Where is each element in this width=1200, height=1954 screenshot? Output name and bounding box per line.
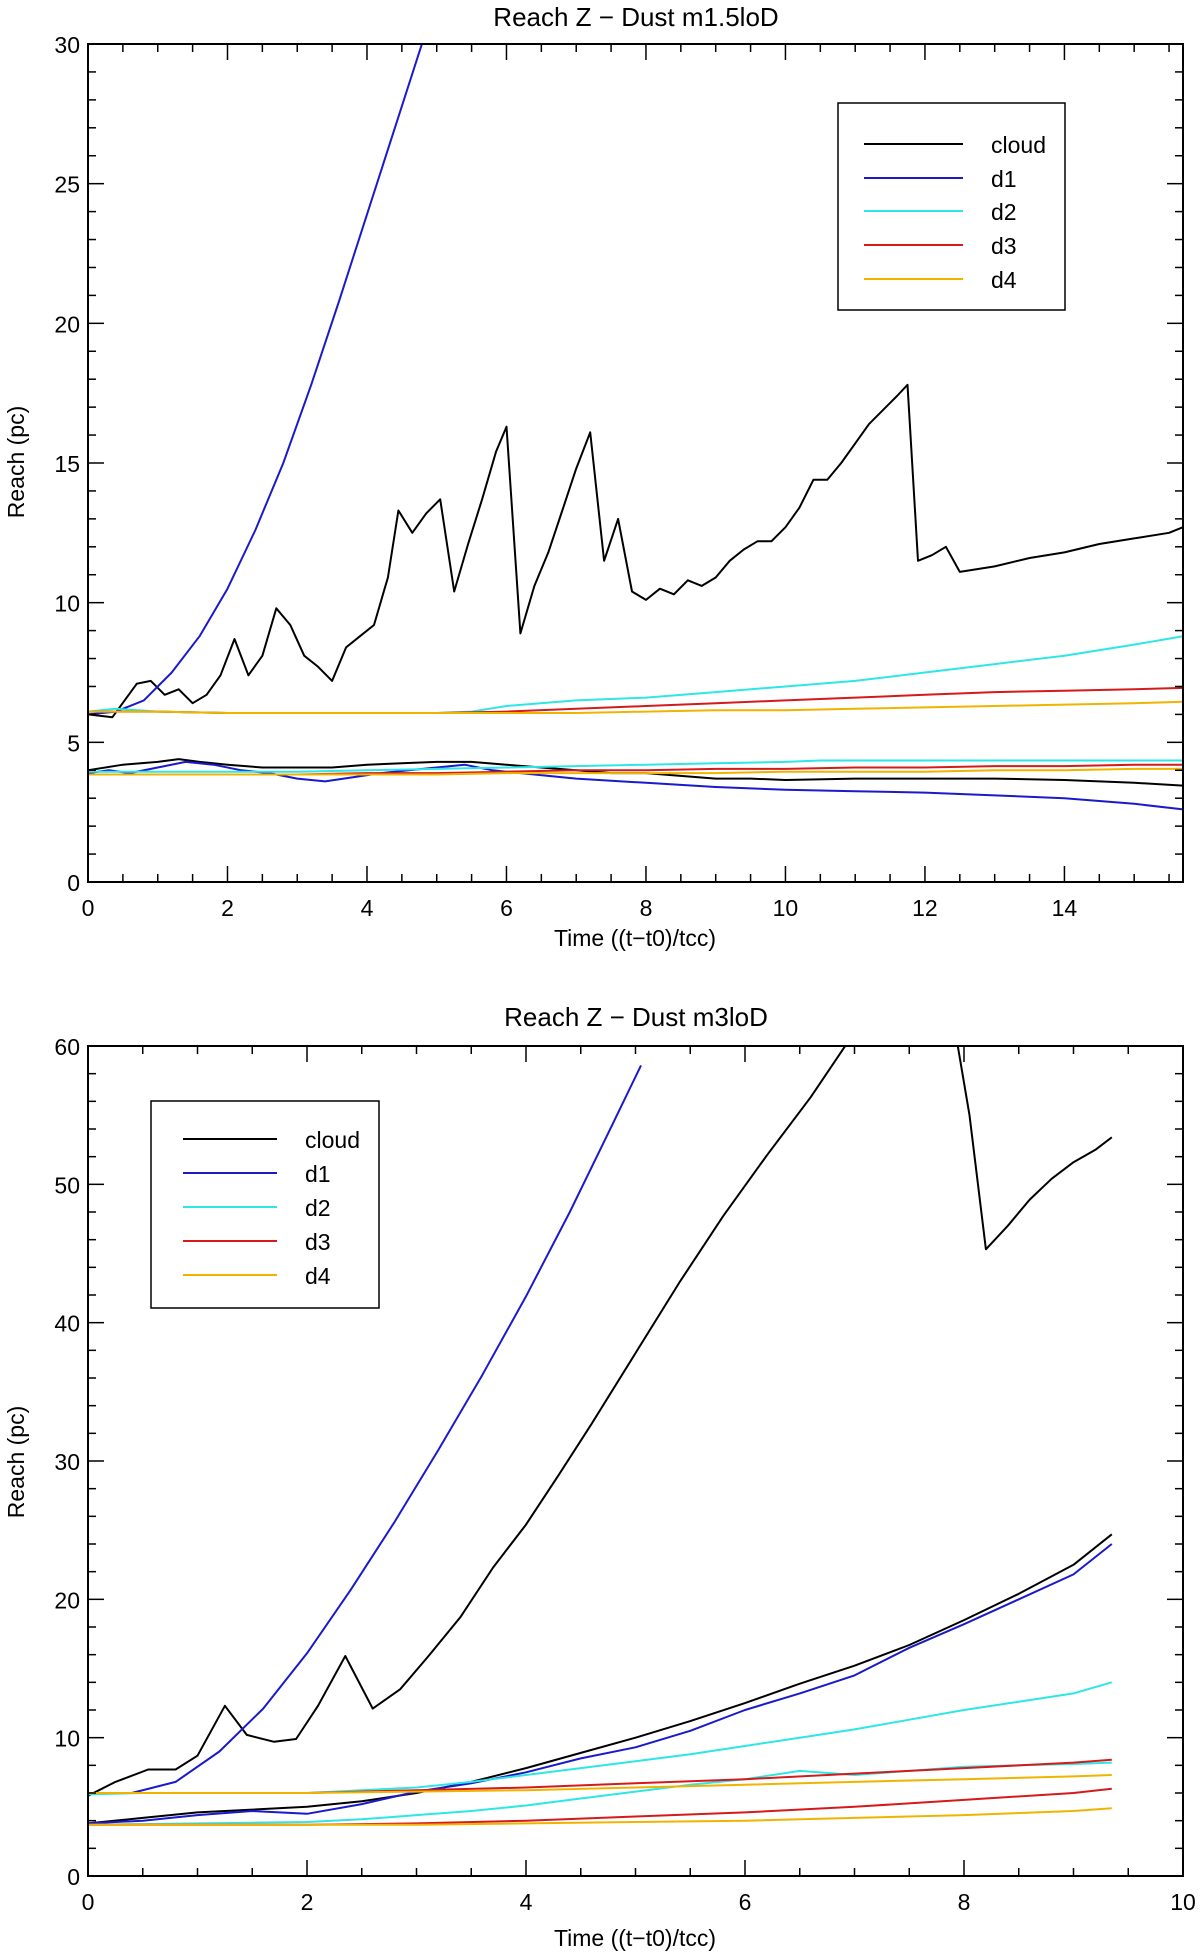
x-tick-label: 14 bbox=[1052, 895, 1078, 921]
x-tick-label: 0 bbox=[82, 1889, 95, 1915]
y-tick-label: 20 bbox=[54, 1587, 80, 1613]
series-cloud-max bbox=[88, 1046, 1113, 1797]
chart-top-legend: cloud d1 d2 d3 d4 bbox=[837, 102, 1066, 311]
chart-bottom-legend: cloud d1 d2 d3 d4 bbox=[150, 1100, 380, 1309]
chart-top-legend-box bbox=[837, 102, 1066, 311]
chart-top-xlabel: Time ((t−t0)/tcc) bbox=[554, 925, 716, 951]
chart-bottom-ylabel: Reach (pc) bbox=[3, 1406, 29, 1518]
legend-label-cloud: cloud bbox=[305, 1127, 360, 1153]
x-tick-label: 6 bbox=[500, 895, 513, 921]
x-tick-label: 4 bbox=[361, 895, 374, 921]
chart-bottom-ticks: 0 2 4 6 8 10 0 10 20 30 40 50 60 bbox=[54, 1034, 1195, 1915]
x-tick-label: 2 bbox=[301, 1889, 314, 1915]
x-tick-label: 10 bbox=[1170, 1889, 1196, 1915]
series-cloud-min bbox=[88, 1533, 1113, 1825]
legend-label-d2: d2 bbox=[991, 199, 1017, 225]
legend-label-d4: d4 bbox=[991, 267, 1017, 293]
series-d1-min bbox=[88, 1543, 1113, 1825]
x-tick-label: 8 bbox=[958, 1889, 971, 1915]
y-tick-label: 0 bbox=[67, 1864, 80, 1890]
x-tick-label: 10 bbox=[773, 895, 799, 921]
chart-top-series bbox=[88, 44, 1183, 811]
chart-bottom-xlabel: Time ((t−t0)/tcc) bbox=[554, 1925, 716, 1951]
legend-label-d3: d3 bbox=[305, 1229, 331, 1255]
y-tick-label: 25 bbox=[54, 172, 80, 198]
y-tick-label: 60 bbox=[54, 1034, 80, 1060]
chart-bottom-series bbox=[88, 1046, 1113, 1826]
series-d4-min bbox=[88, 1807, 1112, 1826]
series-d4-min bbox=[88, 767, 1183, 776]
x-tick-label: 12 bbox=[912, 895, 938, 921]
x-tick-label: 0 bbox=[82, 895, 95, 921]
series-d4-max bbox=[88, 700, 1183, 714]
chart-bottom-legend-box bbox=[150, 1100, 380, 1309]
chart-top-plot-frame bbox=[87, 43, 1184, 883]
y-tick-label: 5 bbox=[67, 730, 80, 756]
series-d1-min bbox=[88, 760, 1183, 811]
y-tick-label: 0 bbox=[67, 870, 80, 896]
y-tick-label: 20 bbox=[54, 311, 80, 337]
x-tick-label: 6 bbox=[739, 1889, 752, 1915]
chart-bottom: Reach Z − Dust m3loD Reach (pc) Time ((t… bbox=[3, 1002, 1196, 1951]
legend-label-cloud: cloud bbox=[991, 132, 1046, 158]
legend-label-d3: d3 bbox=[991, 233, 1017, 259]
y-tick-label: 10 bbox=[54, 1726, 80, 1752]
legend-label-d4: d4 bbox=[305, 1263, 331, 1289]
legend-label-d2: d2 bbox=[305, 1195, 331, 1221]
legend-label-d1: d1 bbox=[305, 1161, 331, 1187]
chart-top-title: Reach Z − Dust m1.5loD bbox=[493, 2, 778, 32]
series-d2-min bbox=[88, 1761, 1112, 1826]
x-tick-label: 2 bbox=[221, 895, 234, 921]
x-tick-label: 4 bbox=[520, 1889, 533, 1915]
series-d1-max bbox=[88, 1064, 642, 1794]
chart-bottom-title: Reach Z − Dust m3loD bbox=[504, 1002, 768, 1032]
y-tick-label: 30 bbox=[54, 1449, 80, 1475]
series-d1-max bbox=[88, 44, 423, 716]
series-d4-max bbox=[88, 1774, 1112, 1794]
chart-top: Reach Z − Dust m1.5loD Reach (pc) Time (… bbox=[3, 2, 1184, 951]
y-tick-label: 30 bbox=[54, 32, 80, 58]
series-cloud-max bbox=[88, 383, 1183, 719]
y-tick-label: 15 bbox=[54, 451, 80, 477]
series-d2-min bbox=[88, 759, 1183, 773]
legend-label-d1: d1 bbox=[991, 166, 1017, 192]
series-cloud-min bbox=[88, 758, 1183, 787]
chart-top-ylabel: Reach (pc) bbox=[3, 406, 29, 518]
x-tick-label: 8 bbox=[640, 895, 653, 921]
y-tick-label: 40 bbox=[54, 1311, 80, 1337]
y-tick-label: 10 bbox=[54, 591, 80, 617]
chart-bottom-plot-frame bbox=[87, 1045, 1184, 1877]
y-tick-label: 50 bbox=[54, 1172, 80, 1198]
